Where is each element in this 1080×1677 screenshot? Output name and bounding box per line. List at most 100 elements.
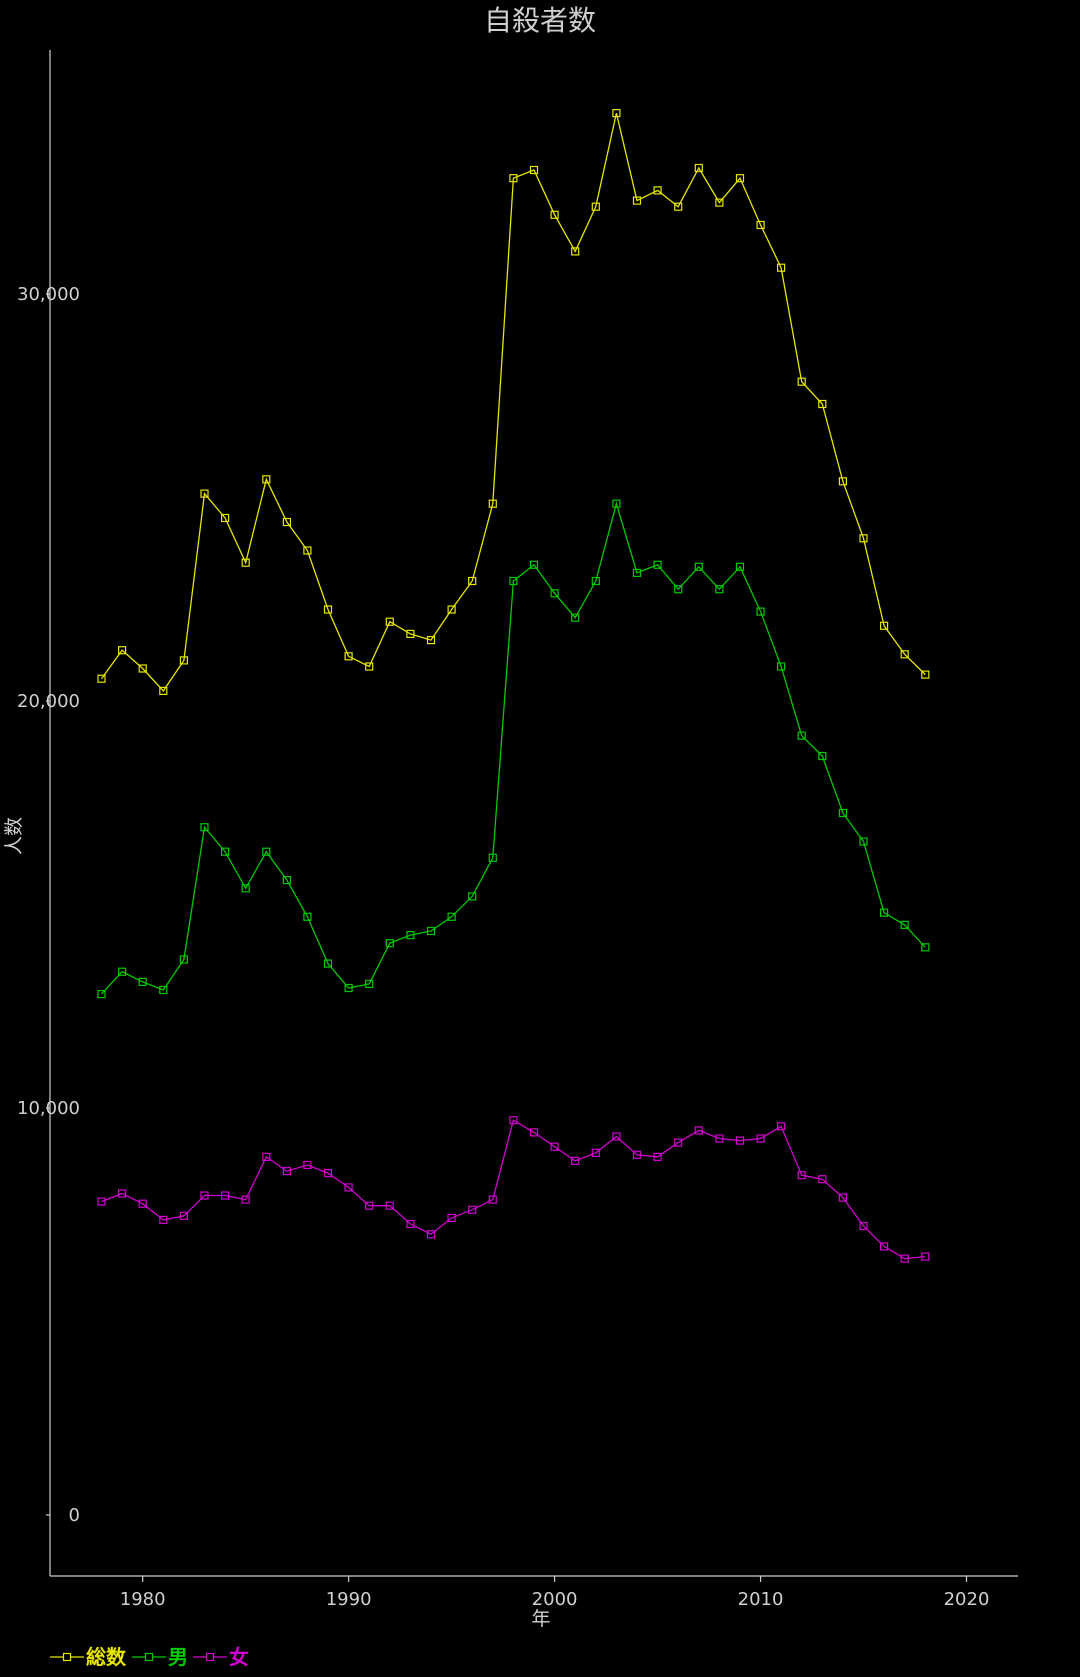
data-point — [488, 853, 497, 862]
data-point — [818, 751, 827, 761]
data-point — [406, 930, 415, 940]
data-point — [221, 847, 230, 856]
data-point — [818, 1175, 827, 1184]
data-point — [612, 499, 621, 508]
data-point — [529, 560, 539, 569]
data-point — [365, 979, 374, 989]
data-point — [632, 568, 642, 578]
data-point — [571, 247, 580, 256]
legend-label: 女 — [229, 1645, 249, 1669]
data-point — [653, 560, 662, 569]
data-point — [323, 605, 333, 614]
data-point — [612, 108, 621, 118]
data-point — [365, 1201, 374, 1210]
y-tick-label: 20,000 — [17, 691, 80, 712]
data-point — [159, 985, 168, 995]
data-point — [735, 1136, 745, 1145]
data-point — [838, 808, 848, 818]
data-point — [550, 1142, 559, 1151]
data-point — [323, 959, 333, 968]
data-point — [468, 576, 477, 586]
data-point — [550, 589, 559, 598]
data-point — [117, 1189, 127, 1198]
data-point — [488, 499, 497, 508]
data-point — [426, 1230, 436, 1239]
data-point — [735, 174, 745, 183]
data-point — [200, 1191, 209, 1200]
data-point — [200, 823, 209, 832]
data-point — [632, 196, 642, 205]
data-point — [509, 576, 518, 586]
data-point — [344, 983, 353, 993]
data-point — [612, 1132, 621, 1141]
data-point — [426, 635, 436, 645]
data-point — [303, 912, 312, 921]
data-point — [117, 967, 127, 976]
data-point — [241, 1195, 250, 1204]
y-tick-label: 30,000 — [17, 284, 80, 305]
legend-label: 総数 — [86, 1645, 127, 1669]
legend-item-2: 男 — [132, 1645, 188, 1669]
data-point — [303, 1160, 312, 1170]
data-point — [241, 558, 250, 567]
series-layer — [97, 108, 930, 1263]
data-point — [97, 989, 106, 999]
data-point — [262, 475, 271, 484]
data-point — [818, 399, 827, 409]
data-point — [385, 617, 394, 626]
data-point — [776, 662, 786, 671]
data-point — [200, 489, 209, 498]
data-point — [509, 174, 518, 183]
data-point — [859, 1221, 868, 1231]
data-point — [674, 202, 683, 211]
legend-marker — [205, 1652, 215, 1662]
axes: 1980 1990 2000 2010 2020 0 10,000 20,000 30,000 — [17, 50, 1018, 1610]
legend-marker — [62, 1652, 72, 1662]
x-tick-label: 1990 — [326, 1589, 372, 1610]
data-point — [715, 585, 724, 594]
data-point — [262, 1152, 271, 1162]
series-line — [100, 112, 926, 692]
data-point — [138, 1199, 147, 1208]
data-point — [797, 377, 806, 386]
data-point — [776, 1122, 786, 1131]
data-point — [406, 629, 415, 639]
data-point — [900, 1254, 909, 1263]
data-point — [859, 534, 868, 543]
data-point — [591, 576, 600, 586]
legend-marker — [144, 1652, 154, 1662]
y-tick-label: 0 — [69, 1505, 80, 1526]
x-tick-label: 2020 — [944, 1589, 990, 1610]
data-point — [838, 477, 848, 486]
data-point — [797, 731, 806, 740]
x-tick-label: 1980 — [120, 1589, 166, 1610]
data-point — [859, 837, 868, 846]
data-point — [385, 939, 394, 948]
data-point — [921, 943, 930, 952]
data-point — [674, 1138, 683, 1147]
data-point — [468, 892, 477, 901]
data-point — [571, 613, 580, 622]
data-point — [900, 920, 909, 930]
data-point — [138, 664, 147, 673]
data-point — [488, 1195, 497, 1204]
x-tick-label: 2010 — [738, 1589, 784, 1610]
data-point — [756, 607, 765, 616]
data-point — [447, 605, 456, 614]
data-point — [694, 562, 703, 571]
data-point — [591, 202, 600, 211]
data-point — [323, 1168, 333, 1178]
series-line — [101, 501, 926, 995]
data-point — [468, 1205, 477, 1214]
data-point — [653, 1152, 662, 1162]
legend-item-1: 総数 — [50, 1645, 127, 1669]
data-point — [344, 652, 353, 661]
data-point — [138, 977, 147, 987]
data-point — [900, 650, 909, 659]
data-point — [591, 1148, 600, 1157]
data-point — [221, 513, 230, 523]
data-point — [262, 847, 271, 856]
data-point — [715, 198, 724, 207]
